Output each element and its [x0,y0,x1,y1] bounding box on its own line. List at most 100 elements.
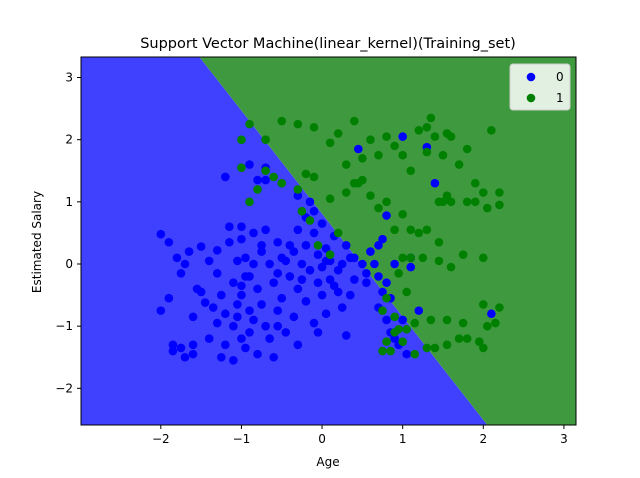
class-0-point [176,343,186,353]
class-1-point [261,166,270,176]
class-0-point [245,328,254,337]
class-0-point [349,275,359,284]
class-0-point [241,253,250,263]
class-1-point [305,216,315,225]
class-1-point [398,150,407,160]
y-tick-label: 1 [65,195,73,209]
class-0-point [345,290,355,300]
y-tick-label: −2 [55,381,73,395]
class-1-point [297,206,307,216]
class-0-point [237,222,246,232]
class-0-point [180,259,190,269]
class-1-point [474,337,484,347]
class-0-point [229,278,238,287]
class-0-point [430,178,440,188]
class-0-point [358,259,367,269]
class-1-point [426,315,436,325]
class-1-point [398,337,407,347]
class-0-point [317,262,327,272]
class-0-point [237,234,246,244]
class-0-point [208,303,218,312]
class-1-point [309,172,319,182]
legend-marker-0 [526,72,536,82]
class-1-point [398,253,407,263]
class-0-point [212,246,222,255]
class-0-point [382,278,391,287]
class-1-point [354,178,363,188]
class-0-point [293,191,303,200]
class-0-point [261,321,270,331]
class-1-point [478,188,488,197]
class-1-point [402,324,412,334]
class-0-point [333,265,343,275]
class-1-point [410,349,420,359]
class-1-point [430,132,440,141]
y-tick-label: −1 [55,319,73,333]
class-1-point [487,126,496,135]
x-tick-label: 3 [560,432,568,446]
class-0-point [309,206,319,216]
class-0-point [390,334,399,343]
class-0-point [333,287,343,297]
class-1-point [478,300,488,309]
class-0-point [313,278,323,287]
class-1-point [382,197,391,207]
chart-title: Support Vector Machine(linear_kernel)(Tr… [140,36,516,52]
class-1-point [237,163,246,172]
class-0-point [225,222,234,232]
class-0-point [245,306,254,315]
class-1-point [414,126,424,135]
x-axis-label: Age [316,455,339,469]
class-0-region [81,57,488,425]
class-0-point [293,284,303,294]
class-1-point [349,116,359,126]
class-0-point [180,352,190,362]
class-0-point [337,259,347,269]
y-axis-ticks: −2 −1 0 1 2 3 [55,71,81,395]
class-0-point [249,259,258,269]
class-1-point [394,269,403,278]
class-0-point [321,244,331,253]
class-0-point [305,197,315,207]
class-1-point [341,188,351,197]
class-0-point [249,315,258,325]
class-1-point [374,150,383,160]
class-0-point [349,253,359,263]
class-1-point [434,237,444,247]
class-0-point [341,241,351,250]
class-1-point [438,150,448,160]
scatter-points [156,113,504,365]
class-1-point [470,178,480,188]
class-1-point [483,321,492,331]
class-0-point [188,349,198,359]
class-0-point [390,259,399,269]
class-0-point [341,331,351,340]
class-0-point [301,241,311,250]
y-tick-label: 3 [65,71,73,85]
class-0-point [317,219,327,228]
class-1-region [199,57,576,425]
class-1-point [237,135,246,144]
class-0-point [297,259,307,269]
class-0-point [184,247,194,256]
class-1-point [442,315,452,325]
class-1-point [382,293,391,303]
class-0-point [273,321,283,331]
class-0-point [257,247,266,256]
class-1-point [446,197,456,207]
class-0-point [188,340,198,350]
y-tick-label: 0 [65,257,73,271]
class-0-point [273,237,283,247]
legend-label-1: 1 [556,91,564,105]
x-tick-label: −1 [233,432,251,446]
class-1-point [422,225,432,235]
class-0-point [253,284,262,294]
class-1-point [495,188,504,197]
class-1-point [462,334,472,343]
class-1-point [269,172,278,182]
class-0-point [317,290,327,300]
x-tick-label: 2 [479,432,487,446]
class-1-point [422,122,432,132]
class-1-point [390,141,399,151]
class-0-point [176,269,186,278]
